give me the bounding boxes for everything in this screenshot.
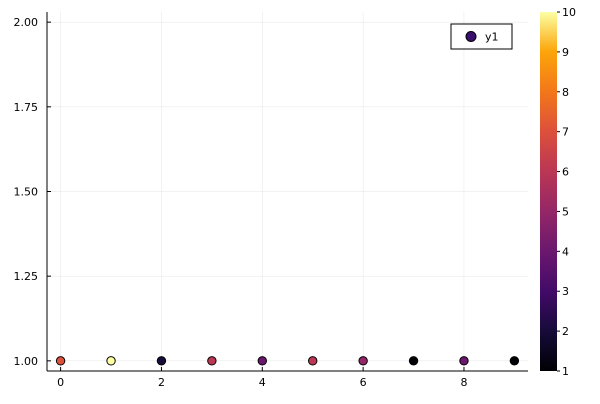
x-tick-label: 0 bbox=[57, 376, 64, 389]
y-tick-label: 1.50 bbox=[14, 186, 39, 199]
colorbar: 1 2 3 4 5 6 7 8 9 10 bbox=[540, 6, 576, 378]
data-point bbox=[156, 356, 167, 366]
data-point bbox=[106, 356, 116, 366]
y-tick-label: 1.00 bbox=[14, 355, 39, 368]
data-point bbox=[358, 356, 368, 366]
colorbar-tick-label: 1 bbox=[562, 365, 569, 378]
y-tick-label: 1.25 bbox=[14, 270, 39, 283]
grid bbox=[47, 12, 528, 371]
axes: 0 2 4 6 8 1.00 1.25 1.50 1.75 2.00 bbox=[14, 12, 528, 389]
x-tick-label: 8 bbox=[460, 376, 467, 389]
colorbar-tick-label: 2 bbox=[562, 325, 569, 338]
data-point bbox=[207, 356, 217, 366]
colorbar-tick-label: 7 bbox=[562, 126, 569, 139]
x-tick-label: 6 bbox=[360, 376, 367, 389]
legend-label: y1 bbox=[485, 31, 499, 44]
legend-marker bbox=[465, 31, 477, 42]
y-tick-label: 1.75 bbox=[14, 101, 39, 114]
data-point bbox=[408, 356, 419, 366]
data-point bbox=[509, 356, 520, 366]
legend-box bbox=[450, 23, 513, 50]
colorbar-gradient bbox=[540, 12, 557, 371]
colorbar-tick-label: 4 bbox=[562, 245, 569, 258]
colorbar-tick-label: 5 bbox=[562, 205, 569, 218]
y-tick-label: 2.00 bbox=[14, 16, 39, 29]
colorbar-tick-label: 3 bbox=[562, 285, 569, 298]
colorbar-tick-label: 8 bbox=[562, 86, 569, 99]
data-points bbox=[55, 356, 520, 366]
data-point bbox=[308, 356, 318, 366]
data-point bbox=[55, 356, 66, 366]
colorbar-tick-label: 9 bbox=[562, 46, 569, 59]
x-tick-label: 4 bbox=[259, 376, 266, 389]
colorbar-tick-label: 10 bbox=[562, 6, 576, 19]
x-tick-label: 2 bbox=[158, 376, 165, 389]
legend: y1 bbox=[450, 23, 513, 50]
data-point bbox=[459, 356, 469, 366]
colorbar-tick-label: 6 bbox=[562, 166, 569, 179]
data-point bbox=[257, 356, 267, 366]
